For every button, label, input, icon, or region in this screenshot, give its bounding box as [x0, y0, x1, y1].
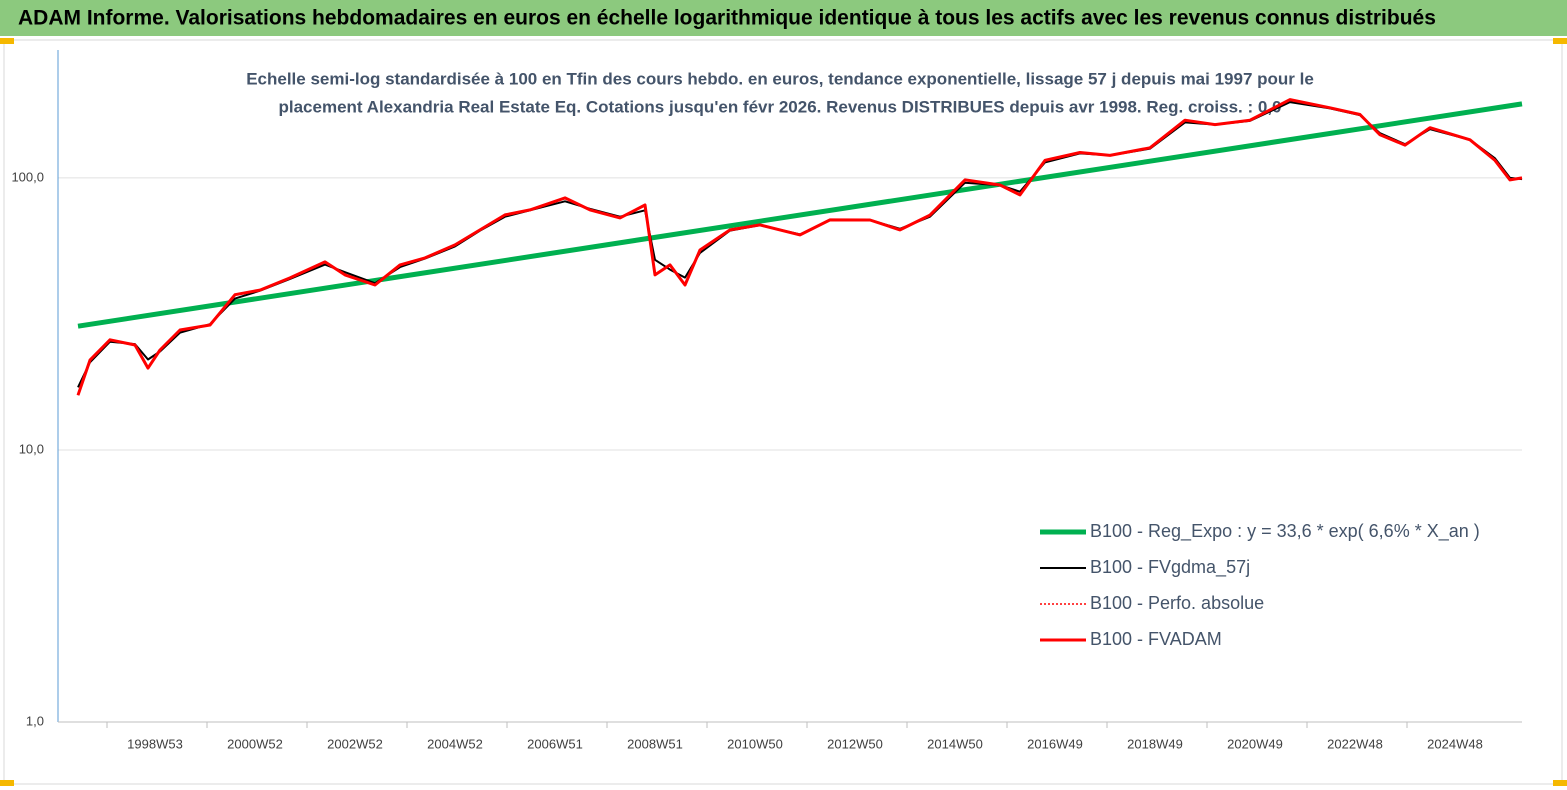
series-line [76, 98, 1523, 396]
header-title: ADAM Informe. Valorisations hebdomadaire… [18, 7, 1436, 30]
corner [0, 780, 14, 786]
chart-title: placement Alexandria Real Estate Eq. Cot… [279, 97, 1282, 116]
x-tick-label: 2018W49 [1127, 736, 1183, 751]
legend-label: B100 - FVgdma_57j [1090, 557, 1250, 578]
x-tick-label: 2004W52 [427, 736, 483, 751]
x-tick-label: 1998W53 [127, 736, 183, 751]
x-tick-label: 2016W49 [1027, 736, 1083, 751]
corner [1553, 38, 1567, 44]
series-line [77, 101, 1523, 329]
legend-label: B100 - Reg_Expo : y = 33,6 * exp( 6,6% *… [1090, 521, 1480, 542]
legend-label: B100 - Perfo. absolue [1090, 593, 1264, 613]
chart-title: Echelle semi-log standardisée à 100 en T… [246, 69, 1314, 88]
x-tick-label: 2022W48 [1327, 736, 1383, 751]
y-tick-label: 10,0 [19, 441, 44, 456]
x-tick-label: 2006W51 [527, 736, 583, 751]
x-tick-label: 2020W49 [1227, 736, 1283, 751]
legend-label: B100 - FVADAM [1090, 629, 1222, 649]
x-tick-label: 2024W48 [1427, 736, 1483, 751]
x-tick-label: 2008W51 [627, 736, 683, 751]
x-tick-label: 2010W50 [727, 736, 783, 751]
x-tick-label: 2000W52 [227, 736, 283, 751]
corner [0, 38, 14, 44]
x-tick-label: 2014W50 [927, 736, 983, 751]
corner [1553, 780, 1567, 786]
y-tick-label: 100,0 [11, 169, 44, 184]
x-tick-label: 2002W52 [327, 736, 383, 751]
y-tick-label: 1,0 [26, 713, 44, 728]
header-band [0, 0, 1567, 36]
panel-border [3, 39, 1563, 785]
x-tick-label: 2012W50 [827, 736, 883, 751]
